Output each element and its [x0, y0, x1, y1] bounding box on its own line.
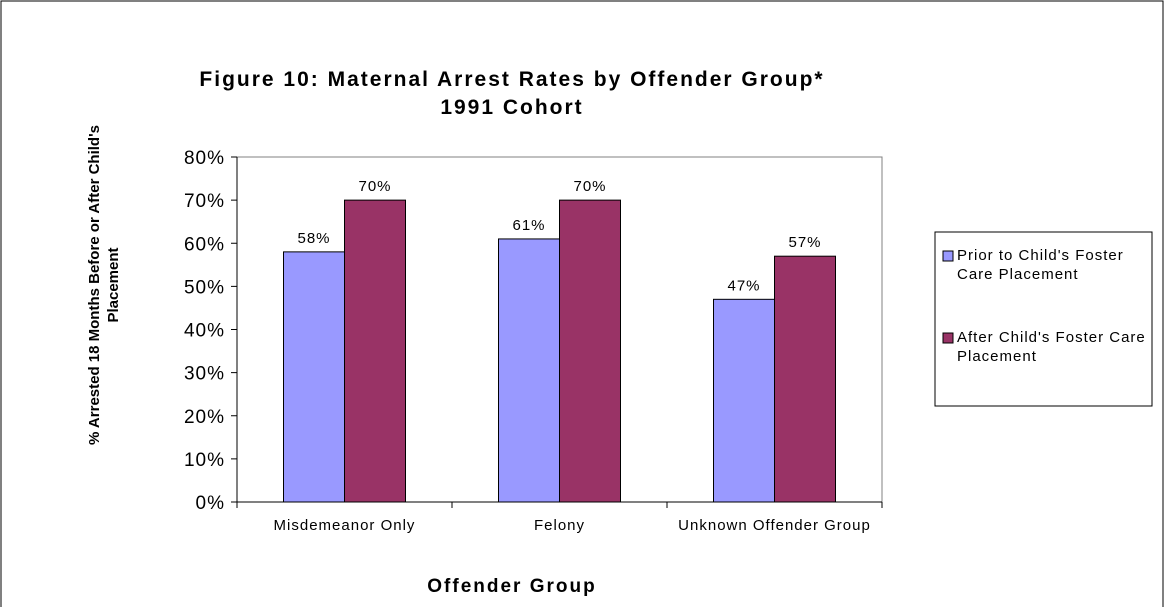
y-tick-label: 10% [184, 450, 225, 471]
chart-subtitle: 1991 Cohort [440, 96, 583, 119]
chart-title: Figure 10: Maternal Arrest Rates by Offe… [199, 68, 824, 91]
legend-swatch [942, 250, 954, 262]
y-tick-label: 40% [184, 321, 225, 342]
data-label: 58% [297, 230, 330, 247]
bar [774, 255, 836, 503]
y-tick-label: 0% [196, 493, 225, 514]
y-tick-label: 60% [184, 234, 225, 255]
y-tick-label: 70% [184, 191, 225, 212]
y-tick-label: 80% [184, 148, 225, 169]
bar [713, 298, 775, 503]
y-axis-title: % Arrested 18 Months Before or After Chi… [86, 125, 122, 446]
y-tick-label: 30% [184, 364, 225, 385]
bar [498, 238, 560, 503]
bar [559, 199, 621, 503]
y-tick-label: 50% [184, 277, 225, 298]
x-tick-label: Unknown Offender Group [678, 517, 871, 534]
legend-swatch [942, 332, 954, 344]
data-label: 70% [358, 178, 391, 195]
x-tick-label: Felony [533, 517, 586, 534]
legend-box [934, 231, 1153, 407]
legend-label: Prior to Child's Foster Care Placement [957, 247, 1124, 283]
y-tick-label: 20% [184, 407, 225, 428]
bar [344, 199, 406, 503]
data-label: 47% [727, 277, 760, 294]
x-tick-label: Misdemeanor Only [273, 517, 416, 534]
data-label: 70% [573, 178, 606, 195]
legend-label: After Child's Foster Care Placement [957, 329, 1146, 365]
data-label: 61% [512, 217, 545, 234]
x-axis-title: Offender Group [427, 576, 596, 597]
data-label: 57% [788, 234, 821, 251]
bar [283, 251, 345, 503]
